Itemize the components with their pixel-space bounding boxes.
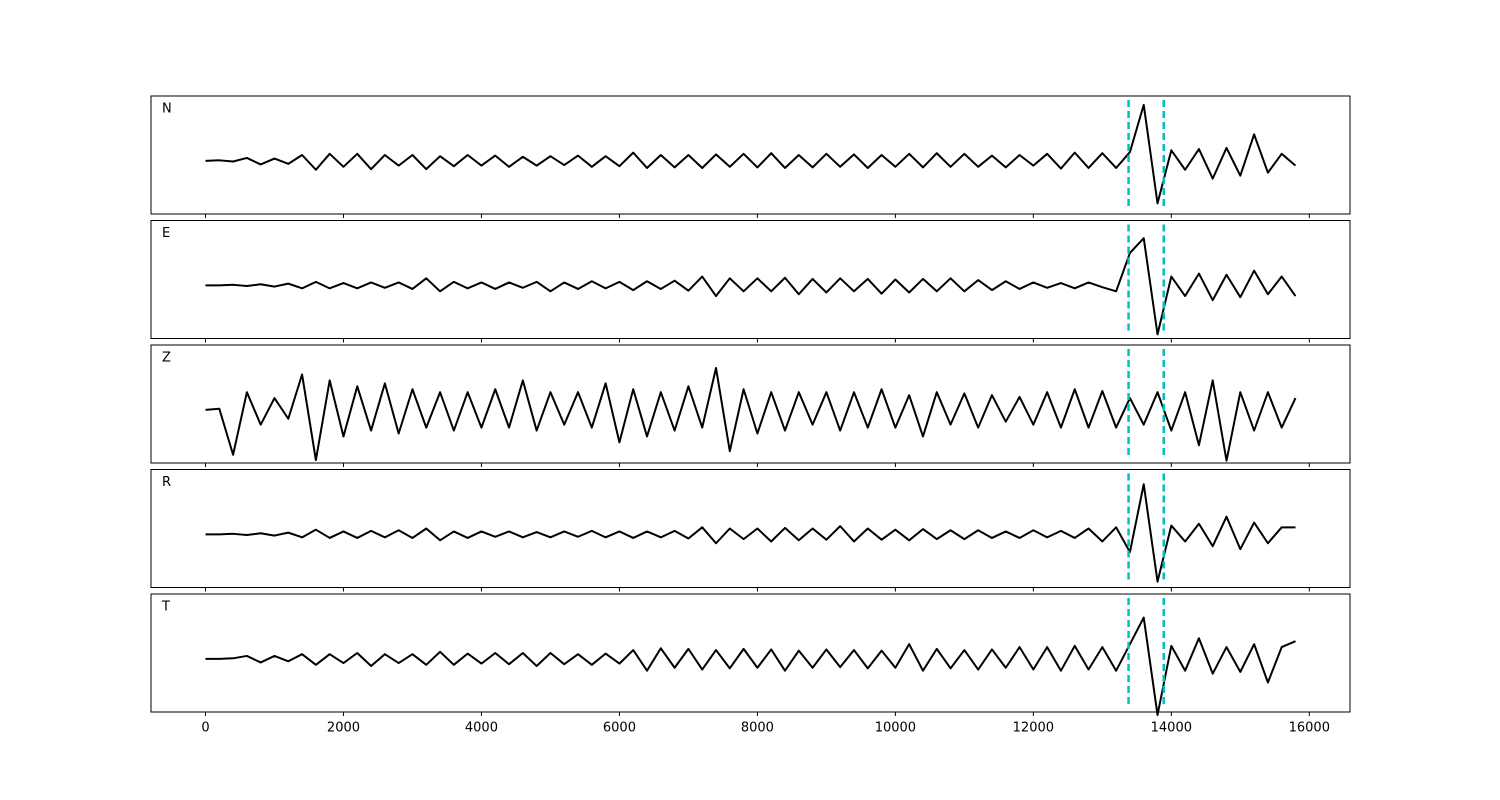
trace bbox=[205, 367, 1297, 462]
x-tick-label: 8000 bbox=[741, 721, 774, 736]
trace bbox=[205, 237, 1297, 336]
x-tick-label: 6000 bbox=[603, 721, 636, 736]
x-tick-label: 16000 bbox=[1289, 721, 1330, 736]
panel-frame bbox=[150, 95, 1351, 215]
x-tick-label: 14000 bbox=[1151, 721, 1192, 736]
trace bbox=[205, 483, 1296, 583]
panel-frame bbox=[150, 469, 1351, 588]
panel-label: Z bbox=[162, 351, 171, 366]
panel-label: R bbox=[162, 475, 171, 490]
x-tick-label: 0 bbox=[201, 721, 209, 736]
x-tick-label: 10000 bbox=[875, 721, 916, 736]
x-tick-label: 4000 bbox=[465, 721, 498, 736]
panel-frame bbox=[150, 593, 1351, 713]
trace bbox=[205, 616, 1296, 716]
panel-frame bbox=[150, 220, 1351, 339]
panel-label: N bbox=[162, 102, 172, 117]
panel-label: E bbox=[162, 226, 170, 241]
panel-label: T bbox=[161, 600, 170, 615]
x-tick-label: 2000 bbox=[327, 721, 360, 736]
trace bbox=[205, 103, 1297, 205]
x-tick-label: 12000 bbox=[1013, 721, 1054, 736]
panel-frame bbox=[150, 344, 1351, 464]
